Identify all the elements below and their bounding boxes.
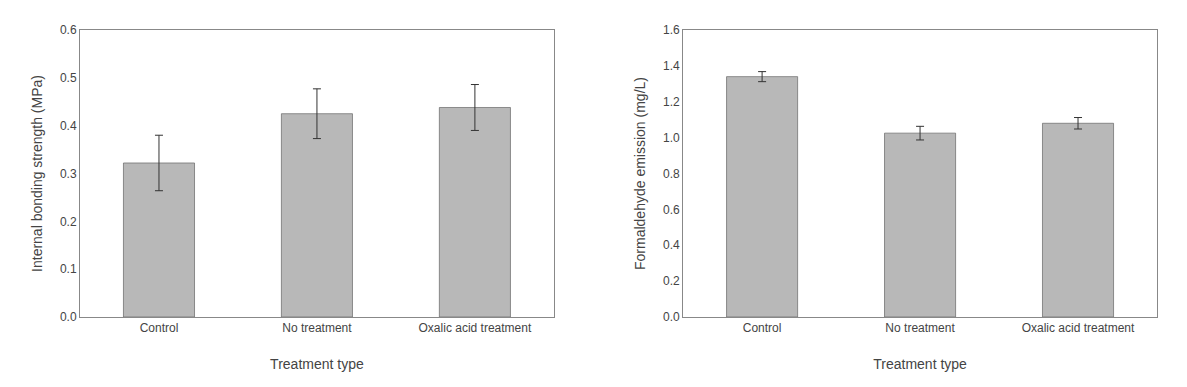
svg-text:1.2: 1.2: [663, 95, 680, 109]
svg-text:0.2: 0.2: [60, 215, 77, 229]
svg-text:0.6: 0.6: [663, 203, 680, 217]
svg-text:Treatment type: Treatment type: [873, 356, 967, 372]
svg-text:1.0: 1.0: [663, 131, 680, 145]
svg-text:Treatment type: Treatment type: [270, 356, 364, 372]
svg-text:0.4: 0.4: [663, 238, 680, 252]
svg-text:0.4: 0.4: [60, 119, 77, 133]
svg-text:0.0: 0.0: [663, 310, 680, 324]
svg-text:Formaldehyde emission (mg/L): Formaldehyde emission (mg/L): [632, 77, 648, 270]
svg-text:Control: Control: [743, 321, 782, 335]
svg-text:0.3: 0.3: [60, 167, 77, 181]
svg-text:Oxalic acid treatment: Oxalic acid treatment: [1022, 321, 1135, 335]
svg-text:1.6: 1.6: [663, 23, 680, 37]
svg-text:0.1: 0.1: [60, 262, 77, 276]
svg-text:0.6: 0.6: [60, 23, 77, 37]
svg-text:No treatment: No treatment: [885, 321, 955, 335]
svg-text:Control: Control: [140, 321, 179, 335]
svg-text:0.8: 0.8: [663, 167, 680, 181]
svg-text:Oxalic acid treatment: Oxalic acid treatment: [419, 321, 532, 335]
svg-text:1.4: 1.4: [663, 59, 680, 73]
svg-text:Internal bonding strength (MPa: Internal bonding strength (MPa): [29, 75, 45, 272]
svg-text:0.2: 0.2: [663, 274, 680, 288]
svg-text:0.0: 0.0: [60, 310, 77, 324]
svg-text:No treatment: No treatment: [282, 321, 352, 335]
svg-text:0.5: 0.5: [60, 71, 77, 85]
